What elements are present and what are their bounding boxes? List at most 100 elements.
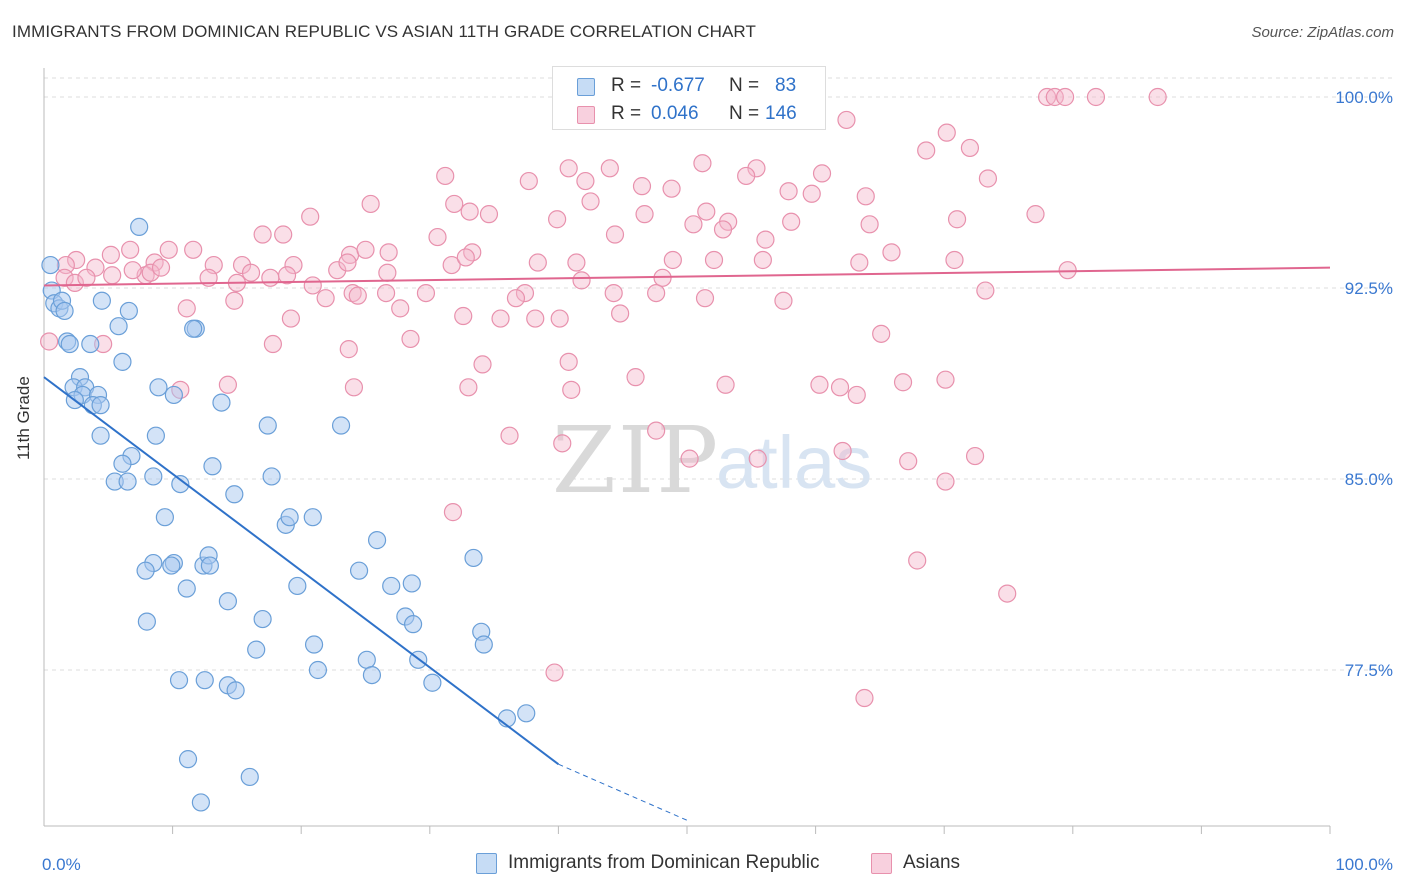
dominican-point (91, 426, 110, 445)
asians-point (456, 248, 475, 267)
series-swatch-blue (476, 853, 497, 874)
asians-point (401, 329, 420, 349)
asians-point (253, 225, 272, 244)
asians-point (572, 271, 591, 290)
asians-point (528, 253, 547, 272)
dominican-point (55, 301, 74, 321)
asians-point (184, 240, 203, 259)
watermark-zip: ZIP (552, 407, 720, 514)
dominican-point (195, 671, 214, 690)
asians-point (748, 449, 767, 468)
asians-point (1148, 87, 1167, 107)
asians-point (1058, 261, 1077, 280)
dominican-point (357, 650, 376, 669)
asians-point (812, 164, 832, 183)
asians-point (103, 266, 122, 285)
asians-point (506, 289, 526, 308)
asians-point (436, 166, 455, 186)
asians-point (519, 171, 538, 191)
asians-point (830, 378, 850, 397)
asians-point (632, 177, 652, 196)
legend-r-value: 0.046 (651, 103, 699, 124)
legend-r-value: -0.677 (651, 75, 705, 96)
grid-lines (44, 77, 1395, 671)
asians-point (611, 304, 630, 323)
asians-point (316, 289, 335, 308)
asians-point (695, 289, 715, 308)
series-legend: Immigrants from Dominican Republic Asian… (0, 850, 1406, 878)
dominican-point (113, 454, 132, 473)
asians-trend-line (43, 266, 1331, 287)
dominican-point (144, 467, 163, 486)
dominican-point (203, 457, 222, 476)
dominican-point (362, 665, 382, 685)
asians-point (491, 309, 510, 328)
asians-point (936, 472, 955, 491)
asians-point (361, 194, 380, 214)
dominican-point (403, 615, 423, 634)
dominican-trend-line (43, 376, 560, 766)
dominican-point (288, 576, 307, 596)
asians-point (442, 255, 461, 275)
x-tick-label: 0.0% (42, 855, 81, 874)
dominican-point (402, 574, 421, 593)
asians-point (936, 370, 955, 389)
dominican-point (262, 467, 281, 486)
asians-point (662, 179, 681, 198)
asians-point (86, 258, 105, 277)
asians-point (1026, 205, 1045, 224)
asians-point (545, 663, 564, 682)
asians-point (663, 250, 682, 270)
asians-point (526, 309, 545, 328)
dominican-point (367, 531, 387, 550)
dominican-point (164, 385, 183, 405)
asians-point (40, 332, 59, 351)
asians-point (917, 141, 936, 160)
asians-point (559, 352, 578, 371)
dominican-point (226, 681, 245, 700)
asians-point (218, 375, 237, 394)
dominican-point (240, 767, 259, 787)
asians-point (908, 551, 927, 570)
asians-point (274, 225, 293, 244)
dominican-point (349, 561, 369, 580)
asians-point (151, 258, 171, 277)
dominican-point (136, 561, 155, 580)
asians-point (576, 171, 595, 191)
legend-swatch-blue (577, 78, 595, 96)
asians-point (328, 261, 347, 280)
dominican-point (474, 635, 493, 654)
asians-point (416, 283, 436, 303)
asians-point (261, 268, 280, 287)
asians-point (680, 449, 699, 468)
asians-point (428, 227, 447, 247)
asians-point (600, 159, 619, 178)
asians-point (548, 210, 567, 229)
asians-point (872, 324, 891, 343)
series-label-asians: Asians (903, 852, 961, 873)
dominican-point (247, 640, 266, 659)
asians-point (445, 194, 464, 214)
asians-point (978, 169, 998, 188)
asians-point (847, 385, 866, 405)
asians-point (947, 210, 967, 229)
trend-lines (43, 266, 1331, 821)
asians-point (850, 253, 869, 272)
dominican-point (137, 612, 156, 631)
asians-point (713, 220, 733, 239)
dominican-point (178, 750, 198, 769)
asians-point (159, 240, 178, 259)
watermark: ZIP atlas (552, 407, 872, 514)
asians-point (344, 378, 364, 397)
asians-point (199, 268, 218, 287)
asians-point (348, 286, 367, 305)
asians-point (454, 306, 473, 326)
y-tick-label: 100.0% (1335, 88, 1393, 107)
asians-point (976, 281, 995, 300)
asians-point (1086, 87, 1106, 107)
dominican-point (92, 291, 111, 310)
asians-point (177, 299, 196, 318)
dominican-trend-extension (558, 763, 688, 821)
dominican-point (146, 426, 165, 445)
dominican-point (171, 474, 190, 494)
